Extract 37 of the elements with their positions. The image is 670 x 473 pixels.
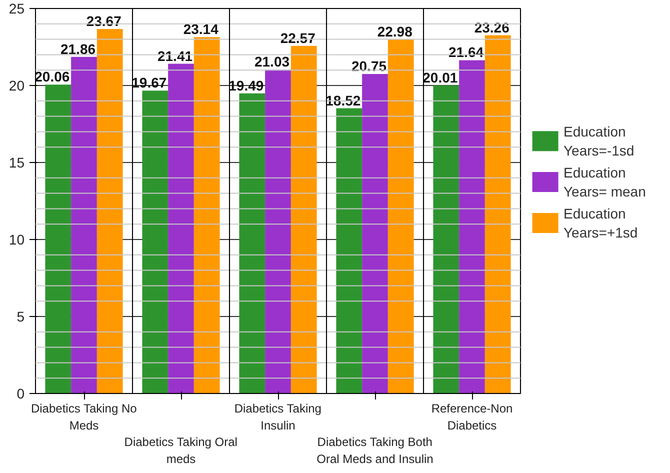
bar [194,37,220,394]
x-tick-label: Diabetics Taking Both Oral Meds and Insulin [316,435,434,466]
bar [96,28,123,394]
bar [362,74,388,394]
data-label: 22.57 [280,30,316,46]
data-label: 20.01 [422,69,458,86]
data-label: 22.98 [377,24,413,40]
y-tick-label: 25 [8,0,25,16]
bar [388,40,414,394]
bar [168,64,194,394]
y-tick-label: 20 [8,78,25,94]
bar [239,93,266,394]
bar [45,84,72,394]
y-tick-label: 10 [8,232,25,248]
data-label: 21.03 [254,54,290,70]
legend-label: Education Years=-1sd [564,124,634,159]
data-label: 23.67 [86,12,122,29]
y-tick-label: 0 [16,386,25,402]
y-tick-label: 5 [16,308,25,324]
bar [265,70,291,394]
bar [142,90,168,394]
legend-label: Education Years=+1sd [564,205,638,241]
data-label: 21.41 [157,48,193,64]
x-tick-label: Diabetics Taking Oral meds [124,435,238,466]
y-tick-label: 15 [8,154,25,170]
data-label: 23.14 [183,21,219,38]
legend-label: Education Years= mean [564,164,646,200]
bar [290,46,317,394]
bar [71,56,97,394]
bar [336,108,362,394]
x-tick-label: Reference-Non Diabetics [431,402,513,432]
bar [484,35,511,394]
x-tick-label: Diabetics Taking Insulin [234,402,322,432]
bar [459,60,485,394]
bar [433,85,460,394]
x-tick-label: Diabetics Taking No Meds [30,402,138,432]
data-label: 21.86 [60,40,96,57]
